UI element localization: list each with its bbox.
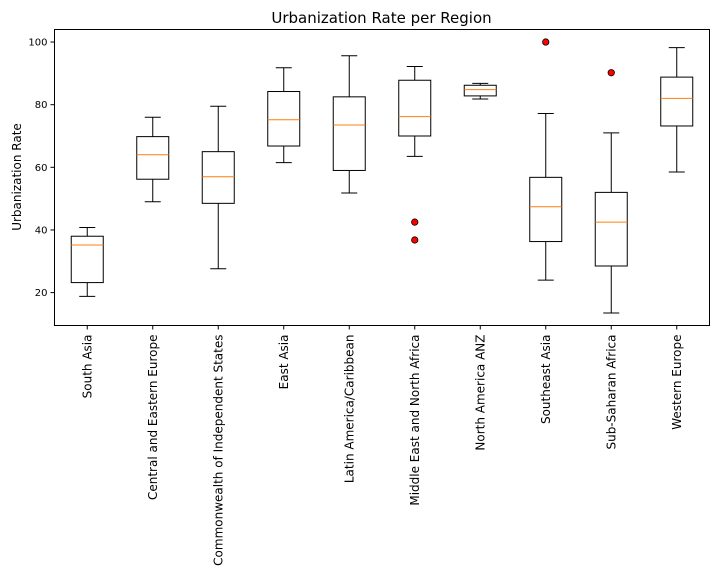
x-tick-label: Western Europe [670,335,684,430]
box [594,191,628,267]
box [463,84,497,97]
outlier-point [542,38,550,46]
y-tick-label: 40 [35,225,48,236]
box [70,235,104,284]
outlier-point [411,236,419,244]
plot-frame [54,29,710,326]
box [529,176,563,243]
outlier-point [607,69,615,77]
box [267,91,301,147]
x-tick-label: South Asia [80,335,94,399]
y-tick-label: 100 [28,38,47,49]
x-tick-label: Central and Eastern Europe [146,335,160,501]
x-tick-label: Middle East and North Africa [408,335,422,506]
x-tick-label: Southeast Asia [539,335,553,425]
outlier-point [411,218,419,226]
x-tick-label: Latin America/Caribbean [342,335,356,484]
x-tick-label: Sub-Saharan Africa [604,335,618,450]
box [136,136,170,180]
box [398,79,432,137]
box [660,76,694,127]
y-tick-label: 20 [35,288,48,299]
x-tick-label: Commonwealth of Independent States [211,335,225,566]
plot-area: 20 40 60 80 100 South Asia Central and Eastern… [28,38,694,566]
y-tick-label: 60 [35,163,48,174]
y-tick-label: 80 [35,100,48,111]
y-axis-label: Urbanization Rate [10,123,24,231]
box [332,96,366,171]
chart-title: Urbanization Rate per Region [271,9,491,27]
x-tick-label: North America ANZ [473,335,487,451]
box [201,151,235,204]
x-tick-label: East Asia [277,335,291,390]
